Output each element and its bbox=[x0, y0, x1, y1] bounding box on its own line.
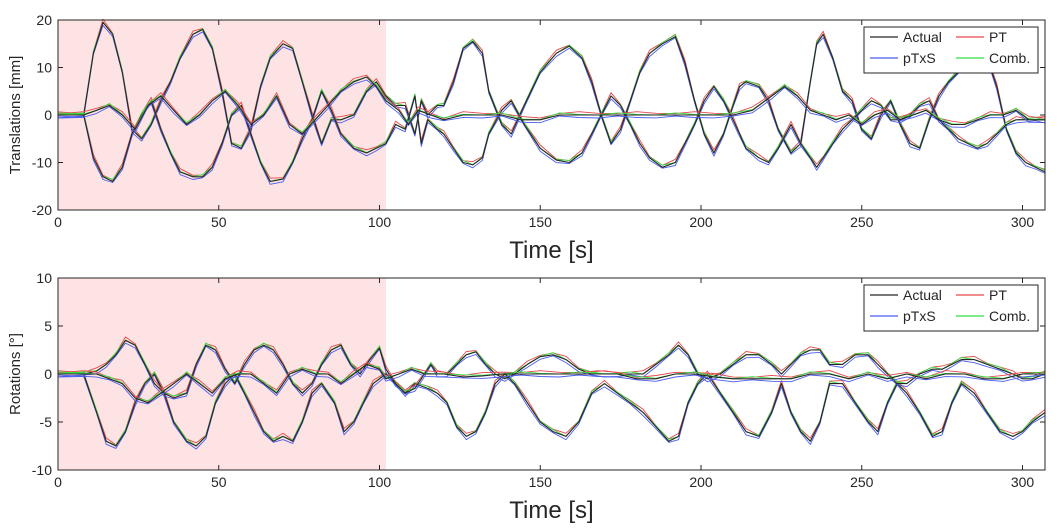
rotations-x-tick-label: 250 bbox=[850, 474, 874, 490]
rotations-x-tick-label: 150 bbox=[529, 474, 553, 490]
translations-ptxs-line-3 bbox=[57, 79, 1046, 136]
rotations-pt-line-3 bbox=[57, 362, 1046, 402]
translations-legend: Actual PT pTxS Comb. bbox=[863, 26, 1039, 74]
translations-legend-label-ptxs: pTxS bbox=[903, 50, 936, 66]
translations-legend-box bbox=[863, 26, 1039, 74]
rotations-y-axis-label: Rotations [°] bbox=[7, 333, 24, 415]
rotations-y-ticks: 10 5 0 -5 -10 bbox=[32, 270, 1045, 478]
rotations-ptxs-line-1 bbox=[57, 374, 1046, 450]
translations-y-tick-label: -20 bbox=[32, 202, 52, 218]
translations-legend-label-comb: Comb. bbox=[989, 50, 1030, 66]
rotations-legend-label-pt: PT bbox=[989, 287, 1007, 303]
translations-y-tick-label: 10 bbox=[36, 60, 52, 76]
rotations-x-tick-label: 100 bbox=[368, 474, 392, 490]
rotations-x-tick-label: 0 bbox=[54, 474, 62, 490]
rotations-legend-label-actual: Actual bbox=[903, 287, 942, 303]
rotations-y-tick-label: -10 bbox=[32, 462, 52, 478]
translations-legend-label-actual: Actual bbox=[903, 29, 942, 45]
translations-x-tick-label: 0 bbox=[54, 214, 62, 230]
rotations-actual-line-3 bbox=[58, 363, 1045, 404]
rotations-x-tick-label: 50 bbox=[211, 474, 227, 490]
translations-ptxs-line-2 bbox=[57, 88, 1046, 185]
rotations-legend-label-ptxs: pTxS bbox=[903, 308, 936, 324]
rotations-y-tick-label: -5 bbox=[40, 414, 53, 430]
translations-x-ticks: 0 50 100 150 200 250 300 bbox=[54, 20, 1034, 230]
rotations-y-tick-label: 0 bbox=[44, 366, 52, 382]
translations-x-tick-label: 250 bbox=[850, 214, 874, 230]
rotations-actual-line-1 bbox=[58, 373, 1046, 447]
translations-x-axis-label: Time [s] bbox=[509, 237, 593, 264]
translations-x-tick-label: 300 bbox=[1011, 214, 1035, 230]
rotations-x-ticks: 0 50 100 150 200 250 300 bbox=[54, 278, 1034, 490]
translations-traces bbox=[57, 18, 1046, 185]
translations-y-axis-label: Translations [mm] bbox=[7, 56, 24, 175]
translations-y-tick-label: -10 bbox=[32, 155, 52, 171]
rotations-legend-label-comb: Comb. bbox=[989, 308, 1030, 324]
translations-x-tick-label: 50 bbox=[211, 214, 227, 230]
translations-calibration-shade bbox=[58, 20, 386, 210]
rotations-x-tick-label: 200 bbox=[689, 474, 713, 490]
translations-x-tick-label: 150 bbox=[529, 214, 553, 230]
rotations-legend: Actual PT pTxS Comb. bbox=[863, 284, 1039, 332]
translations-x-tick-label: 100 bbox=[368, 214, 392, 230]
translations-legend-label-pt: PT bbox=[989, 29, 1007, 45]
translations-y-ticks: 20 10 0 -10 -20 bbox=[32, 12, 1045, 218]
rotations-y-tick-label: 10 bbox=[36, 270, 52, 286]
translations-y-tick-label: 20 bbox=[36, 12, 52, 28]
rotations-y-tick-label: 5 bbox=[44, 318, 52, 334]
translations-y-tick-label: 0 bbox=[44, 107, 52, 123]
translations-actual-line-1 bbox=[58, 21, 1046, 173]
translations-actual-line-2 bbox=[58, 85, 1045, 183]
translations-ptxs-line-1 bbox=[57, 24, 1046, 174]
rotations-x-tick-label: 300 bbox=[1011, 474, 1035, 490]
rotations-ptxs-line-3 bbox=[57, 367, 1046, 405]
rotations-legend-box bbox=[863, 284, 1039, 332]
rotations-x-axis-label: Time [s] bbox=[509, 497, 593, 524]
translations-comb-line-3 bbox=[57, 76, 1046, 133]
translations-actual-line-3 bbox=[58, 76, 1045, 135]
rotations-calibration-shade bbox=[58, 278, 386, 470]
translations-x-tick-label: 200 bbox=[689, 214, 713, 230]
rotations-traces bbox=[57, 336, 1046, 450]
